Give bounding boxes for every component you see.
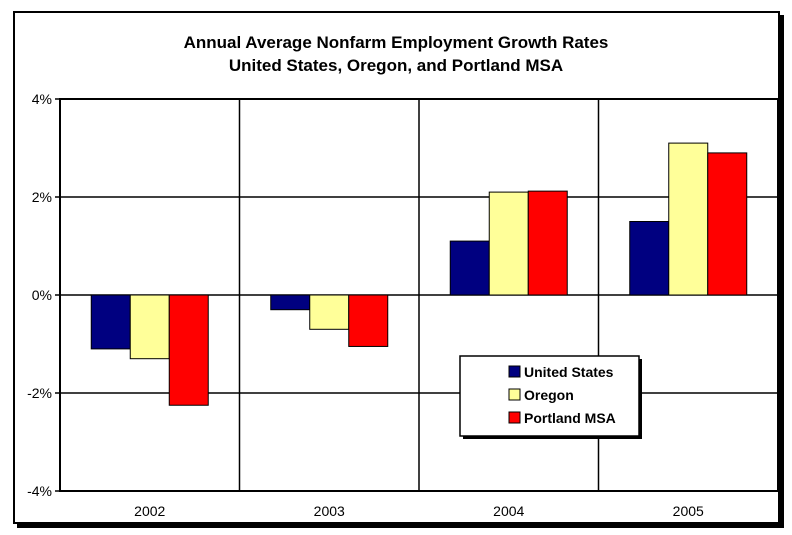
legend-label: United States [524,364,614,380]
y-tick-label: 2% [32,189,52,205]
chart-subtitle: United States, Oregon, and Portland MSA [228,56,564,75]
bar-portland-msa [527,190,568,296]
legend-box [459,355,640,437]
x-tick-label: 2005 [673,503,704,519]
bar-oregon [488,191,529,296]
legend-label: Portland MSA [524,410,616,426]
y-tick-label: 4% [32,91,52,107]
bar-united-states [629,221,670,296]
bar-united-states [270,294,311,311]
plot-border [59,98,779,492]
x-tick-label: 2004 [493,503,524,519]
x-tick-label: 2003 [314,503,345,519]
bar-portland-msa [707,152,748,296]
y-tick-label: 0% [32,287,52,303]
bar-oregon [668,142,709,296]
y-tick-label: -4% [27,483,52,499]
bar-oregon [129,294,170,360]
legend-swatch [508,365,521,378]
x-tick-label: 2002 [134,503,165,519]
chart-title: Annual Average Nonfarm Employment Growth… [183,33,609,52]
legend-swatch [508,388,521,401]
bar-united-states [90,294,131,350]
legend-label: Oregon [524,387,574,403]
bar-portland-msa [168,294,209,406]
bar-portland-msa [348,294,389,347]
bar-oregon [309,294,350,330]
bar-united-states [449,240,490,296]
y-tick-label: -2% [27,385,52,401]
legend-swatch [508,411,521,424]
